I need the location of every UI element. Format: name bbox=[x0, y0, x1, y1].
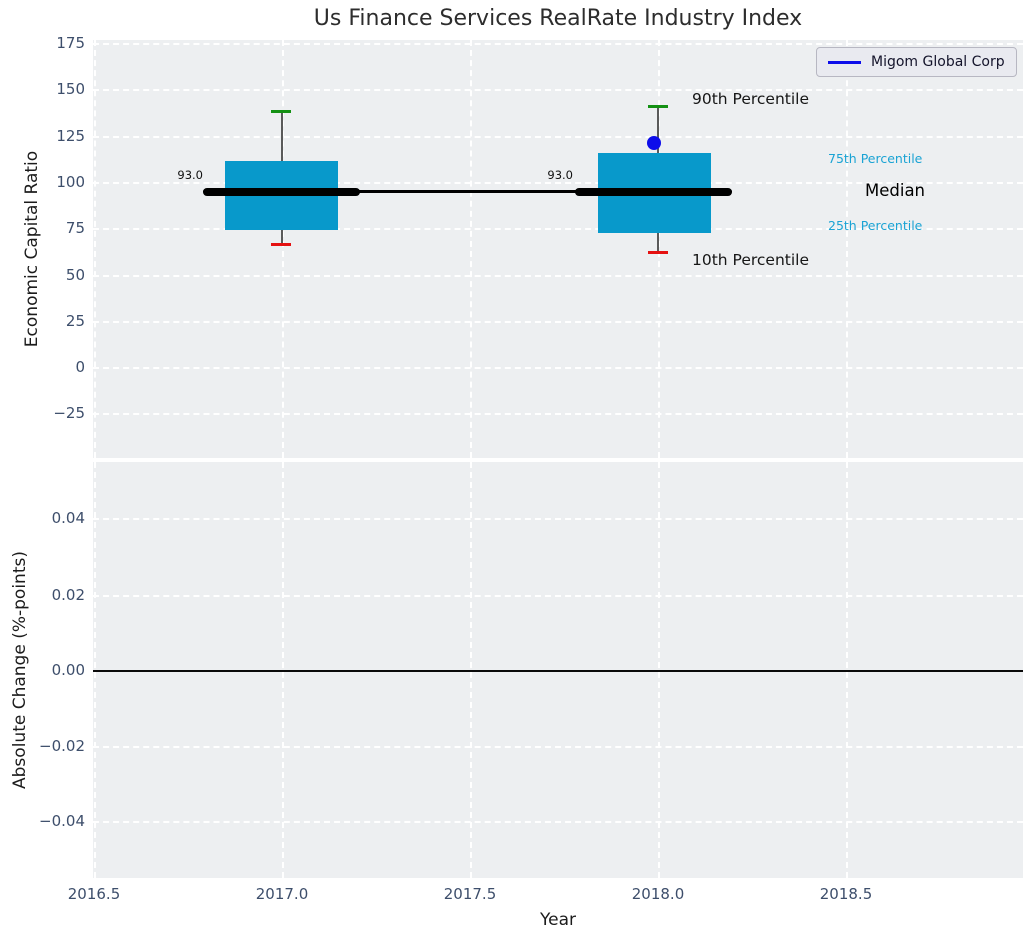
median-connector-line bbox=[203, 190, 732, 193]
bottom-plot-area bbox=[93, 462, 1023, 878]
y-tick: 0 bbox=[75, 358, 85, 376]
annotation-25th-percentile: 25th Percentile bbox=[828, 218, 923, 233]
gridline bbox=[93, 595, 1023, 597]
gridline bbox=[93, 367, 1023, 369]
gridline bbox=[93, 746, 1023, 748]
gridline bbox=[93, 228, 1023, 230]
gridline bbox=[93, 275, 1023, 277]
y-tick: 150 bbox=[56, 80, 85, 98]
median-value-label-2017: 93.0 bbox=[177, 168, 203, 182]
gridline bbox=[282, 40, 284, 458]
y-tick: 0.04 bbox=[51, 509, 85, 527]
annotation-75th-percentile: 75th Percentile bbox=[828, 151, 923, 166]
chart-title: Us Finance Services RealRate Industry In… bbox=[313, 6, 803, 31]
gridline bbox=[658, 40, 660, 458]
y-tick: 50 bbox=[65, 266, 85, 284]
gridline bbox=[94, 40, 96, 458]
y-tick: 75 bbox=[65, 219, 85, 237]
gridline bbox=[470, 40, 472, 458]
gridline bbox=[93, 821, 1023, 823]
y-tick: 125 bbox=[56, 127, 85, 145]
gridline bbox=[93, 413, 1023, 415]
top-plot-area: 93.0 93.0 90th Percentile 75th Percentil… bbox=[93, 40, 1023, 458]
x-tick: 2017.0 bbox=[255, 885, 309, 903]
p90-cap-2018 bbox=[648, 105, 668, 108]
y-tick: 100 bbox=[56, 173, 85, 191]
zero-baseline bbox=[93, 670, 1023, 672]
bottom-y-axis-label: Absolute Change (%-points) bbox=[10, 551, 30, 789]
company-data-point bbox=[647, 136, 661, 150]
gridline bbox=[846, 40, 848, 458]
gridline bbox=[93, 136, 1023, 138]
y-tick: −25 bbox=[53, 404, 85, 422]
annotation-90th-percentile: 90th Percentile bbox=[692, 90, 810, 108]
gridline bbox=[93, 182, 1023, 184]
legend-label: Migom Global Corp bbox=[871, 54, 1005, 70]
y-tick: 175 bbox=[56, 34, 85, 52]
gridline bbox=[93, 43, 1023, 45]
y-tick: 25 bbox=[65, 312, 85, 330]
gridline bbox=[93, 321, 1023, 323]
gridline bbox=[93, 518, 1023, 520]
x-tick: 2016.5 bbox=[67, 885, 121, 903]
x-axis-label: Year bbox=[540, 910, 576, 930]
y-tick: −0.02 bbox=[39, 737, 85, 755]
top-y-axis-label: Economic Capital Ratio bbox=[22, 150, 42, 348]
legend-line-sample bbox=[828, 60, 861, 64]
y-tick: 0.00 bbox=[51, 661, 85, 679]
y-tick: 0.02 bbox=[51, 586, 85, 604]
median-line-2017 bbox=[203, 188, 360, 196]
annotation-median: Median bbox=[865, 181, 926, 200]
median-line-2018 bbox=[575, 188, 732, 196]
x-tick: 2018.0 bbox=[631, 885, 685, 903]
x-tick: 2017.5 bbox=[443, 885, 497, 903]
y-tick: −0.04 bbox=[39, 812, 85, 830]
p10-cap-2018 bbox=[648, 251, 668, 254]
x-tick: 2018.5 bbox=[819, 885, 873, 903]
annotation-10th-percentile: 10th Percentile bbox=[692, 251, 810, 269]
gridline bbox=[93, 89, 1023, 91]
p90-cap-2017 bbox=[271, 110, 291, 113]
legend: Migom Global Corp bbox=[816, 47, 1017, 77]
p10-cap-2017 bbox=[271, 243, 291, 246]
median-value-label-2018: 93.0 bbox=[547, 168, 573, 182]
